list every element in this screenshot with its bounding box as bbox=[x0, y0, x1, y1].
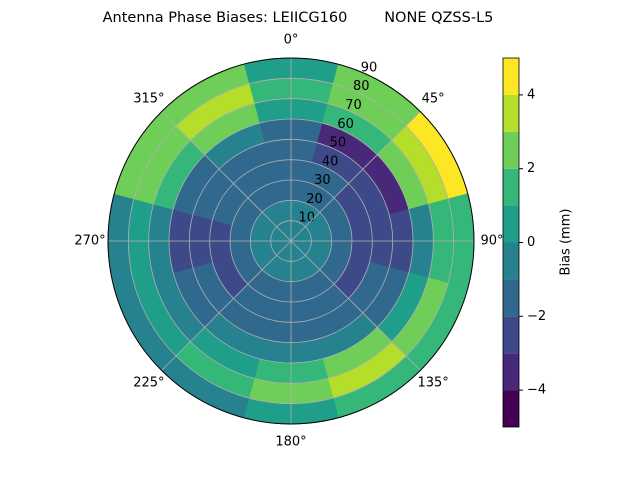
colorbar-band bbox=[503, 168, 519, 206]
r-tick-label: 40 bbox=[322, 154, 339, 169]
theta-tick-label: 270° bbox=[74, 234, 105, 249]
r-tick-label: 50 bbox=[330, 136, 347, 151]
polar-frame bbox=[107, 57, 475, 425]
chart-title: Antenna Phase Biases: LEIICG160 NONE QZS… bbox=[103, 10, 494, 26]
colorbar-tick-label: −4 bbox=[527, 383, 546, 398]
colorbar-band bbox=[503, 131, 519, 169]
colorbar-tick-label: −2 bbox=[527, 309, 546, 324]
colorbar-label: Bias (mm) bbox=[559, 209, 574, 276]
colorbar-band bbox=[503, 279, 519, 317]
colorbar-band bbox=[503, 205, 519, 243]
angular-grid-line bbox=[290, 240, 421, 371]
colorbar-tick-label: 4 bbox=[527, 87, 535, 102]
angular-grid-line bbox=[161, 240, 292, 371]
colorbar-band bbox=[503, 390, 519, 427]
r-tick-label: 30 bbox=[314, 173, 331, 188]
colorbar-tick-label: 0 bbox=[527, 235, 535, 250]
colorbar-band bbox=[503, 242, 519, 280]
theta-tick-label: 315° bbox=[133, 91, 164, 106]
r-tick-label: 60 bbox=[337, 117, 354, 132]
theta-tick-label: 180° bbox=[275, 435, 306, 450]
colorbar-band bbox=[503, 58, 519, 95]
theta-tick-label: 90° bbox=[480, 234, 503, 249]
r-tick-label: 70 bbox=[345, 98, 362, 113]
colorbar-band bbox=[503, 316, 519, 354]
theta-tick-label: 225° bbox=[133, 376, 164, 391]
r-tick-label: 20 bbox=[306, 192, 323, 207]
theta-tick-label: 135° bbox=[417, 376, 448, 391]
r-tick-label: 90 bbox=[361, 60, 378, 75]
colorbar-band bbox=[503, 94, 519, 132]
r-tick-label: 80 bbox=[353, 79, 370, 94]
theta-tick-label: 0° bbox=[284, 33, 299, 48]
r-tick-label: 10 bbox=[299, 211, 316, 226]
colorbar-band bbox=[503, 353, 519, 391]
angular-grid-line bbox=[161, 111, 292, 242]
colorbar-tick-label: 2 bbox=[527, 161, 535, 176]
angular-grid-line bbox=[290, 111, 421, 242]
theta-tick-label: 45° bbox=[422, 91, 445, 106]
